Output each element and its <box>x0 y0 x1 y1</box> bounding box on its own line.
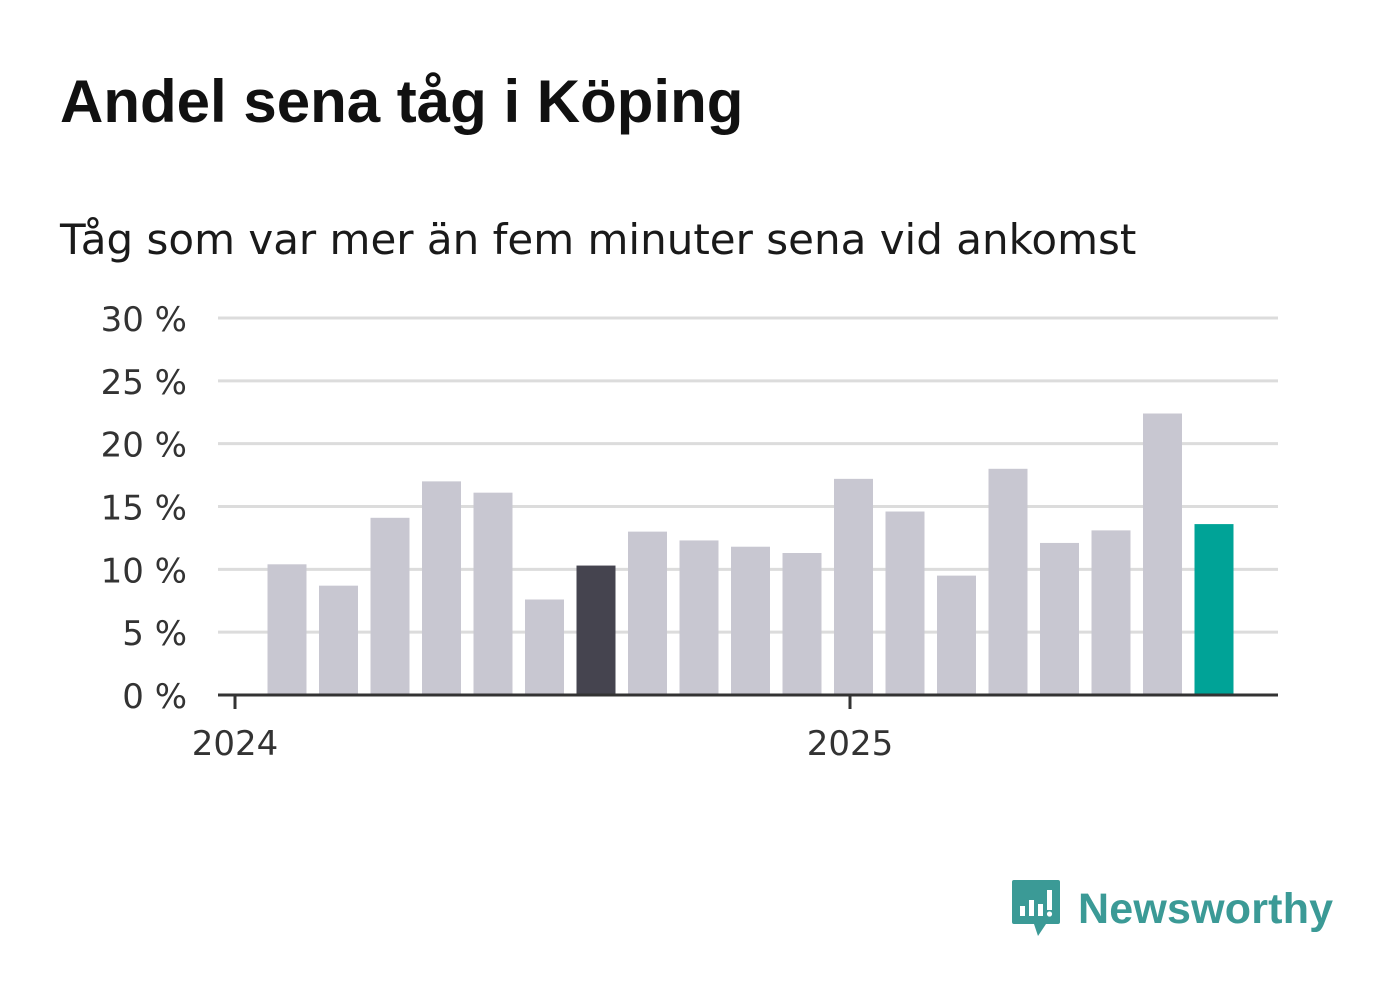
bar-2024-09 <box>679 540 719 695</box>
bar-2024-10 <box>731 546 770 695</box>
bar-2025-02 <box>937 575 976 695</box>
chart-subtitle: Tåg som var mer än fem minuter sena vid … <box>60 215 1137 264</box>
y-tick-label: 15 % <box>101 489 187 529</box>
bar-2025-03 <box>988 468 1028 695</box>
newsworthy-brand: Newsworthy <box>1010 878 1333 940</box>
bar-2024-01 <box>267 564 307 695</box>
bar-2025-06 <box>1143 413 1182 695</box>
bar-2024-04 <box>422 481 461 695</box>
bar-2024-02 <box>319 585 358 695</box>
bars <box>267 413 1234 695</box>
x-tick-label: 2025 <box>807 724 894 764</box>
y-tick-label: 5 % <box>122 614 187 654</box>
x-tick-label: 2024 <box>192 724 279 764</box>
newsworthy-logo-icon <box>1012 880 1060 936</box>
x-axis-ticks: 2024 2025 <box>192 695 894 764</box>
bar-2024-12 <box>834 478 873 695</box>
bar-2024-06 <box>525 599 564 695</box>
brand-name: Newsworthy <box>1078 884 1334 933</box>
bar-2025-05 <box>1091 530 1131 695</box>
bar-2024-03 <box>370 517 410 695</box>
y-tick-label: 20 % <box>101 426 187 466</box>
y-tick-label: 30 % <box>101 300 187 340</box>
y-tick-label: 25 % <box>101 363 187 403</box>
bar-2024-05 <box>473 492 513 695</box>
bar-2024-08 <box>628 531 667 695</box>
chart-title: Andel sena tåg i Köping <box>60 68 744 135</box>
bar-2024-07 <box>576 565 616 695</box>
y-axis-ticks: 0 % 5 % 10 % 15 % 20 % 25 % 30 % <box>101 300 187 717</box>
y-tick-label: 10 % <box>101 551 187 591</box>
bar-2025-04 <box>1040 542 1079 695</box>
bar-2024-11 <box>782 552 822 695</box>
bar-2025-07 <box>1194 524 1234 695</box>
y-tick-label: 0 % <box>122 677 187 717</box>
bar-2025-01 <box>885 511 925 695</box>
